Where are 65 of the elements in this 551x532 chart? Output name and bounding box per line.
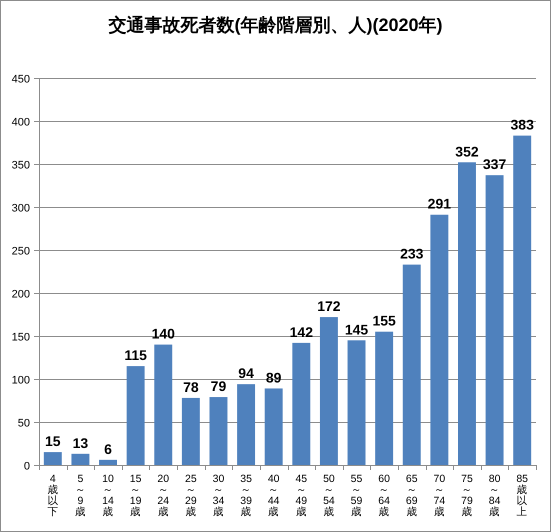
x-tick-label: 10～14歳: [102, 473, 114, 518]
x-tick-label: 60～64歳: [378, 473, 390, 518]
x-tick-label: 20～24歳: [157, 473, 170, 518]
bar: [44, 452, 62, 465]
data-label: 142: [290, 324, 314, 340]
y-tick-label: 350: [12, 160, 30, 172]
chart-title: 交通事故死者数(年齢階層別、人)(2020年): [107, 15, 443, 35]
x-tick-label: 65～69歳: [406, 473, 418, 518]
data-label: 352: [455, 143, 479, 160]
data-label: 15: [45, 433, 61, 450]
x-tick-label: 40～44歳: [268, 473, 280, 518]
bar: [292, 342, 310, 465]
y-tick-label: 200: [12, 288, 30, 300]
data-label: 89: [266, 369, 282, 386]
data-label: 172: [317, 298, 341, 314]
x-tick-label: 45～49歳: [295, 473, 308, 518]
x-tick-label: 4歳以下: [47, 473, 58, 518]
data-label: 291: [428, 196, 452, 212]
y-tick-label: 250: [12, 246, 30, 258]
x-tick-label: 50～54歳: [323, 473, 335, 518]
bar: [210, 397, 228, 465]
data-label: 79: [210, 378, 226, 394]
data-label: 78: [183, 378, 199, 395]
y-tick-label: 50: [18, 418, 30, 430]
x-tick-label: 70～74歳: [434, 473, 446, 518]
x-tick-label: 55～59歳: [350, 473, 363, 518]
y-tick-label: 0: [24, 460, 30, 472]
x-tick-label: 5～9歳: [74, 473, 86, 518]
y-tick-label: 100: [12, 374, 30, 386]
y-tick-label: 400: [12, 116, 30, 128]
bar: [320, 317, 338, 465]
bar: [71, 454, 90, 465]
bar: [513, 136, 532, 465]
data-label: 13: [72, 434, 88, 451]
data-label: 94: [238, 365, 254, 382]
bar: [264, 388, 283, 465]
bar: [375, 332, 394, 465]
bar: [154, 344, 172, 465]
bar: [126, 366, 145, 465]
x-tick-label: 75～79歳: [461, 473, 473, 518]
x-tick-label: 35～39歳: [240, 473, 252, 518]
bar: [348, 340, 366, 465]
bar: [99, 460, 117, 465]
y-tick-label: 150: [12, 332, 30, 344]
y-tick-label: 450: [12, 74, 30, 86]
x-tick-label: 30～34歳: [212, 473, 224, 518]
data-label: 383: [510, 116, 534, 133]
x-tick-label: 80～84歳: [488, 473, 501, 518]
data-label: 6: [104, 440, 112, 457]
bar: [182, 398, 200, 465]
bar: [402, 264, 421, 465]
bar: [430, 214, 448, 465]
data-label: 155: [372, 312, 396, 329]
data-label: 337: [482, 156, 506, 172]
bar: [486, 175, 504, 465]
data-label: 233: [400, 246, 424, 262]
data-label: 145: [344, 321, 368, 338]
bar: [458, 162, 476, 465]
x-tick-label: 25～29歳: [185, 473, 197, 518]
x-tick-label: 15～19歳: [130, 473, 142, 518]
bar: [237, 384, 256, 465]
y-tick-label: 300: [12, 202, 30, 214]
x-tick-label: 85歳以上: [516, 473, 528, 518]
data-label: 140: [152, 326, 176, 342]
data-label: 115: [124, 347, 148, 364]
